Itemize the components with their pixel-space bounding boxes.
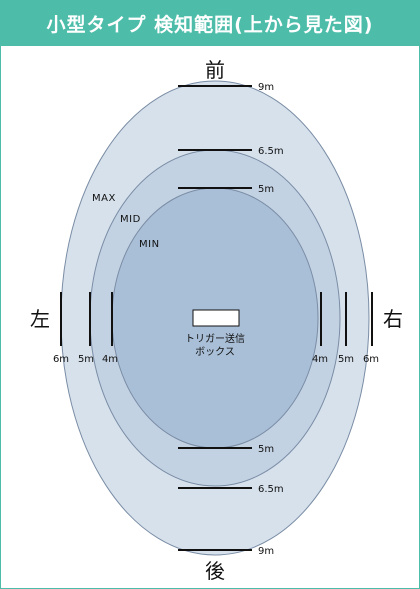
left-distance-label: 4m xyxy=(102,354,118,365)
trigger-box-label-line1: トリガー送信 xyxy=(185,332,245,345)
trigger-box xyxy=(192,309,240,327)
front-distance-label: 6.5m xyxy=(258,146,284,157)
right-distance-label: 6m xyxy=(363,354,379,365)
page-title: 小型タイプ 検知範囲(上から見た図) xyxy=(0,0,420,46)
right-distance-label: 4m xyxy=(312,354,328,365)
direction-back-label: 後 xyxy=(205,559,225,583)
direction-right-label: 右 xyxy=(383,307,403,331)
trigger-box-label-line2: ボックス xyxy=(195,346,235,358)
zone-max-label: MAX xyxy=(92,193,116,204)
left-distance-label: 6m xyxy=(53,354,69,365)
zone-min-label: MIN xyxy=(139,239,160,250)
direction-left-label: 左 xyxy=(30,307,50,331)
zone-mid-label: MID xyxy=(120,214,141,225)
back-distance-label: 9m xyxy=(258,546,274,557)
front-distance-label: 9m xyxy=(258,82,274,93)
back-distance-label: 5m xyxy=(258,444,274,455)
back-distance-label: 6.5m xyxy=(258,484,284,495)
front-distance-label: 5m xyxy=(258,184,274,195)
left-distance-label: 5m xyxy=(78,354,94,365)
direction-front-label: 前 xyxy=(205,58,225,82)
right-distance-label: 5m xyxy=(338,354,354,365)
